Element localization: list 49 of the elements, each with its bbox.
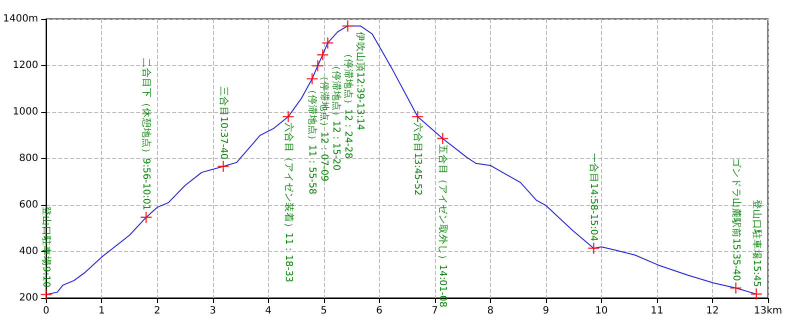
annotation: 五合目（アイゼン取外し）14:01-08 [437, 144, 450, 308]
annotation: （停滞地点）11：55-58 [306, 84, 319, 194]
y-tick-label: 1400m [2, 14, 38, 24]
annotation: 六合目（アイゼン装着）11：18-33 [282, 122, 295, 282]
x-tick-label: 1 [98, 306, 105, 316]
y-tick-label: 1000 [12, 106, 38, 118]
y-tick-label: 200 [19, 292, 38, 304]
y-tick-label: 800 [19, 153, 38, 164]
x-tick-label: 2 [154, 306, 160, 316]
x-tick-label: 6 [376, 306, 383, 316]
point [306, 72, 318, 85]
x-tick-label: 11 [650, 306, 664, 316]
point [312, 60, 324, 72]
y-tick-label: 400 [19, 246, 38, 257]
annotation: （停滞地点）12：07-09 [318, 72, 331, 182]
y-tick-label: 600 [19, 200, 38, 210]
x-tick-label: 13km [754, 306, 782, 316]
annotation: 登山口駐車場15:45 [750, 200, 763, 288]
annotation: 登山口駐車場9:10 [40, 206, 53, 288]
annotation: 一合目14:58-15:04 [588, 153, 600, 242]
point [750, 288, 762, 300]
x-tick-label: 8 [487, 306, 494, 316]
annotation: 伊吹山頂12:39-13:14 [354, 32, 367, 130]
point [282, 110, 294, 123]
y-tick-label: 1200 [12, 60, 38, 71]
x-tick-label: 3 [210, 306, 216, 316]
x-tick-label: 5 [320, 306, 327, 316]
annotation: （停滞地点）12：15-20 [330, 60, 343, 171]
point [217, 160, 230, 173]
x-tick-label: 12 [706, 306, 719, 316]
point [436, 132, 449, 145]
point [411, 110, 424, 123]
annotation: 二合目下（休憩地点）9:56-10:01 [140, 58, 153, 210]
point [322, 36, 334, 50]
point [40, 288, 52, 301]
x-tick-label: 4 [265, 306, 272, 316]
point [342, 20, 354, 32]
x-tick-label: 9 [542, 306, 550, 316]
x-tick-label: 10 [595, 306, 608, 316]
annotation: 三合目10:37-40 [218, 86, 230, 160]
annotation: ゴンドラ山麓駅前15:35-40 [730, 158, 742, 282]
x-tick-label: 7 [432, 306, 438, 316]
point [588, 242, 600, 254]
point [730, 282, 742, 294]
point [140, 211, 152, 224]
point [316, 48, 329, 61]
annotation: 六合目13:45-52 [412, 122, 424, 196]
x-tick-label: 0 [43, 306, 50, 316]
annotation: （停滞地点）12：24-28 [342, 48, 355, 159]
